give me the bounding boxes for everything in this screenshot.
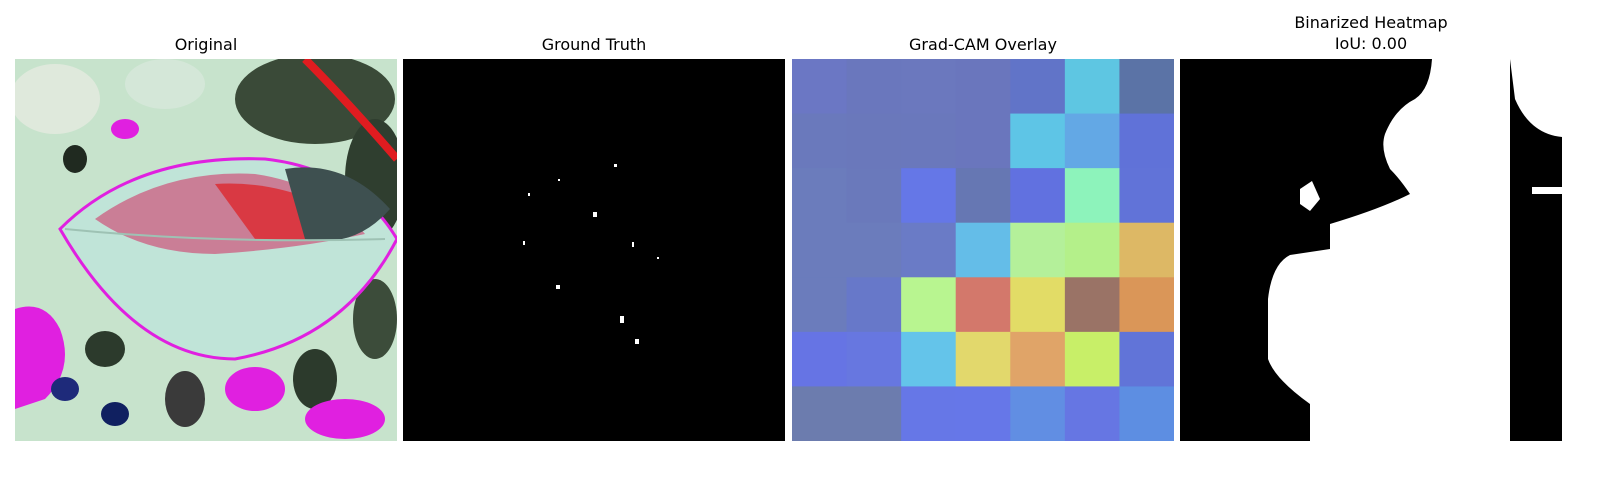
gradcam-cell [846, 113, 902, 169]
gradcam-cell [792, 222, 848, 278]
gradcam-cell [846, 59, 902, 115]
gradcam-cell [1010, 277, 1066, 333]
gradcam-cell [792, 59, 848, 115]
gradcam-cell [901, 331, 957, 387]
gradcam-overlay-title: Grad-CAM Overlay [909, 35, 1057, 54]
gradcam-cell [955, 59, 1011, 115]
gradcam-cell [901, 59, 957, 115]
gradcam-cell [1119, 113, 1174, 169]
gradcam-cell [1064, 113, 1120, 169]
gradcam-cell [1010, 331, 1066, 387]
gradcam-cell [846, 222, 902, 278]
gradcam-cell [1119, 331, 1174, 387]
gradcam-cell [955, 113, 1011, 169]
gradcam-cell [792, 113, 848, 169]
gradcam-cell [1064, 277, 1120, 333]
gradcam-cell [846, 386, 902, 441]
gradcam-cell [1064, 386, 1120, 441]
binarized-heatmap-title: Binarized Heatmap [1294, 13, 1448, 32]
gradcam-cell [901, 386, 957, 441]
gradcam-cell [955, 386, 1011, 441]
gradcam-cell [1010, 168, 1066, 224]
ground-truth-title: Ground Truth [541, 35, 647, 54]
gradcam-overlay [792, 59, 1174, 441]
gradcam-cell [1064, 331, 1120, 387]
binarized-heatmap-title-block: Binarized Heatmap IoU: 0.00 [1180, 12, 1562, 54]
original-title: Original [174, 35, 238, 54]
gradcam-cell [1119, 222, 1174, 278]
gradcam-cell [1064, 168, 1120, 224]
binarized-heatmap [1180, 59, 1562, 441]
gradcam-cell [1064, 222, 1120, 278]
iou-label: IoU: 0.00 [1334, 34, 1408, 53]
gradcam-cell [1010, 386, 1066, 441]
gradcam-cell [1010, 113, 1066, 169]
gradcam-cell [1119, 277, 1174, 333]
gradcam-cell [792, 331, 848, 387]
gradcam-cell [901, 222, 957, 278]
gradcam-cell [955, 168, 1011, 224]
gradcam-cell [792, 386, 848, 441]
gradcam-cell [901, 277, 957, 333]
gradcam-cell [1119, 168, 1174, 224]
gradcam-cell [846, 168, 902, 224]
gradcam-cell [901, 168, 957, 224]
gradcam-cell [1010, 222, 1066, 278]
ground-truth-mask [403, 59, 785, 441]
gradcam-cell [792, 168, 848, 224]
gradcam-cell [1119, 386, 1174, 441]
gradcam-cell [846, 277, 902, 333]
gradcam-cell [955, 277, 1011, 333]
gradcam-cell [1010, 59, 1066, 115]
gradcam-cell [846, 331, 902, 387]
gradcam-cell [792, 277, 848, 333]
gradcam-cell [955, 331, 1011, 387]
gradcam-cell [901, 113, 957, 169]
original-image [15, 59, 397, 441]
gradcam-cell [955, 222, 1011, 278]
gradcam-cell [1064, 59, 1120, 115]
gradcam-cell [1119, 59, 1174, 115]
